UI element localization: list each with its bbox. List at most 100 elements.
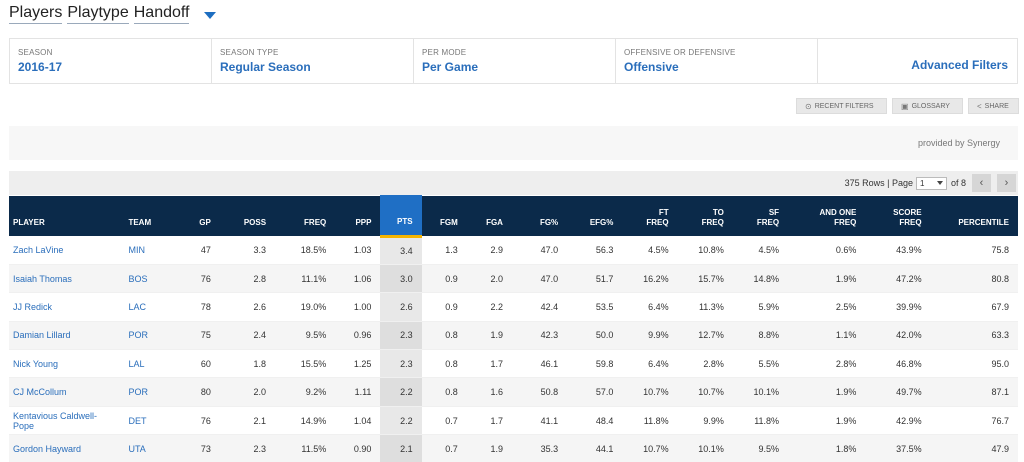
table-cell: 42.4 [511,292,568,322]
filter-value[interactable]: 2016-17 [18,60,63,74]
table-cell: 39.9% [865,292,931,322]
team-link[interactable]: DET [124,406,180,436]
table-row: Kentavious Caldwell-Pope DET 76 2.1 14.9% 1.0… [9,406,1018,436]
table-row: Nick Young LAL 60 1.8 15.5% 1.25 2.3 0.8 1.7 46.1… [9,349,1018,379]
filter-season[interactable]: SEASON 2016-17 [10,39,212,83]
column-header-player[interactable]: PLAYER [9,196,124,236]
column-header-label: PTS [397,216,413,226]
advanced-filters-link[interactable]: Advanced Filters [911,58,1008,72]
page-title[interactable]: Players Playtype Handoff [9,2,217,26]
table-cell: 0.9 [421,264,467,294]
chevron-down-icon [936,181,943,185]
table-cell: 2.2 [380,406,422,436]
player-name-link[interactable]: Nick Young [9,349,125,379]
table-cell: 10.7% [677,377,733,407]
filter-offense-defense[interactable]: OFFENSIVE OR DEFENSIVE Offensive [616,39,818,83]
player-name-link[interactable]: Kentavious Caldwell-Pope [9,406,125,436]
column-header-to-freq[interactable]: TO FREQ [678,196,733,236]
column-header-label: FREQ [899,218,922,227]
table-row: JJ Redick LAC 78 2.6 19.0% 1.00 2.6 0.9 2.2 42.4 5… [9,292,1018,322]
title-word-playtype[interactable]: Playtype [67,4,129,24]
filter-value[interactable]: Regular Season [220,60,311,74]
team-link[interactable]: UTA [124,434,180,462]
column-header-percentile[interactable]: PERCENTILE [931,196,1018,236]
column-header-fga[interactable]: FGA [467,196,512,236]
table-cell: 87.1 [930,377,1018,407]
table-cell: 9.2% [275,377,336,407]
player-name-link[interactable]: Damian Lillard [9,321,125,351]
filter-season-type[interactable]: SEASON TYPE Regular Season [212,39,414,83]
table-row: CJ McCollum POR 80 2.0 9.2% 1.11 2.2 0.8 1.6 50.8… [9,377,1018,407]
filter-value[interactable]: Per Game [422,60,479,74]
share-button[interactable]: < SHARE [968,98,1019,114]
table-cell: 0.8 [421,349,467,379]
table-cell: 47.2% [865,264,931,294]
recent-filters-button[interactable]: ⊙ RECENT FILTERS [796,98,887,114]
column-header-label: TO [712,208,724,217]
next-page-button[interactable]: › [997,174,1016,192]
column-header-label: AND ONE [819,208,857,217]
column-header-gp[interactable]: GP [180,196,220,236]
table-cell: 1.8% [788,434,866,462]
prev-page-button[interactable]: ‹ [972,174,991,192]
column-header-ppp[interactable]: PPP [335,196,380,236]
filter-per-mode[interactable]: PER MODE Per Game [414,39,616,83]
column-header-label: PLAYER [13,218,45,227]
column-header-freq[interactable]: FREQ [275,196,335,236]
player-name-link[interactable]: Isaiah Thomas [9,264,125,294]
column-header-score-freq[interactable]: SCORE FREQ [865,196,930,236]
team-link[interactable]: BOS [124,264,180,294]
table-cell: 37.5% [865,434,931,462]
player-name-link[interactable]: Gordon Hayward [9,434,125,462]
glossary-button[interactable]: ▣ GLOSSARY [892,98,963,114]
column-header-label: FGA [486,218,503,227]
table-cell: 0.8 [421,321,467,351]
table-cell: 1.9% [788,406,866,436]
table-cell: 6.4% [622,292,678,322]
team-link[interactable]: LAL [124,349,180,379]
column-header-fg-[interactable]: FG% [512,196,567,236]
player-name-link[interactable]: CJ McCollum [9,377,125,407]
column-header-team[interactable]: TEAM [124,196,179,236]
column-header-label: FREQ [304,218,327,227]
filter-value[interactable]: Offensive [624,60,679,74]
stats-table: PLAYER TEAM GP POSS FREQ PPP PTS FGM FGA FG% EFG% F… [9,195,1018,462]
team-link[interactable]: POR [124,377,180,407]
chevron-down-icon[interactable] [204,11,217,19]
table-cell: 46.1 [511,349,568,379]
table-cell: 9.5% [275,321,336,351]
team-link[interactable]: POR [124,321,180,351]
column-header-ft-freq[interactable]: FT FREQ [622,196,677,236]
player-name-link[interactable]: JJ Redick [9,292,125,322]
table-cell: 10.8% [677,236,733,265]
column-header-label: SCORE [893,208,922,217]
filter-advanced[interactable]: Advanced Filters [818,39,1017,83]
column-header-label: FREQ [756,218,780,227]
table-cell: 2.6 [380,292,422,322]
table-cell: 47.9 [930,434,1018,462]
table-cell: 0.7 [421,406,467,436]
player-name-link[interactable]: Zach LaVine [9,236,125,265]
table-cell: 1.1% [788,321,866,351]
title-word-players[interactable]: Players [9,4,63,24]
column-header-sf-freq[interactable]: SF FREQ [733,196,788,236]
clock-icon: ⊙ [805,101,812,111]
column-header-efg-[interactable]: EFG% [567,196,622,236]
title-word-handoff[interactable]: Handoff [133,4,190,24]
table-cell: 11.3% [677,292,733,322]
page-select[interactable]: 1 [915,176,947,190]
team-link[interactable]: LAC [124,292,180,322]
team-link[interactable]: MIN [124,236,180,265]
column-header-label: FT [658,208,669,217]
column-header-poss[interactable]: POSS [220,196,275,236]
column-header-and-one-freq[interactable]: AND ONE FREQ [788,196,865,236]
table-cell: 9.5% [732,434,789,462]
table-cell: 5.5% [732,349,789,379]
table-cell: 1.9% [788,377,866,407]
column-header-fgm[interactable]: FGM [422,196,467,236]
table-cell: 41.1 [511,406,568,436]
table-cell: 0.96 [335,321,381,351]
column-header-pts[interactable]: PTS [380,195,422,238]
table-cell: 2.5% [788,292,866,322]
table-cell: 1.7 [466,406,512,436]
